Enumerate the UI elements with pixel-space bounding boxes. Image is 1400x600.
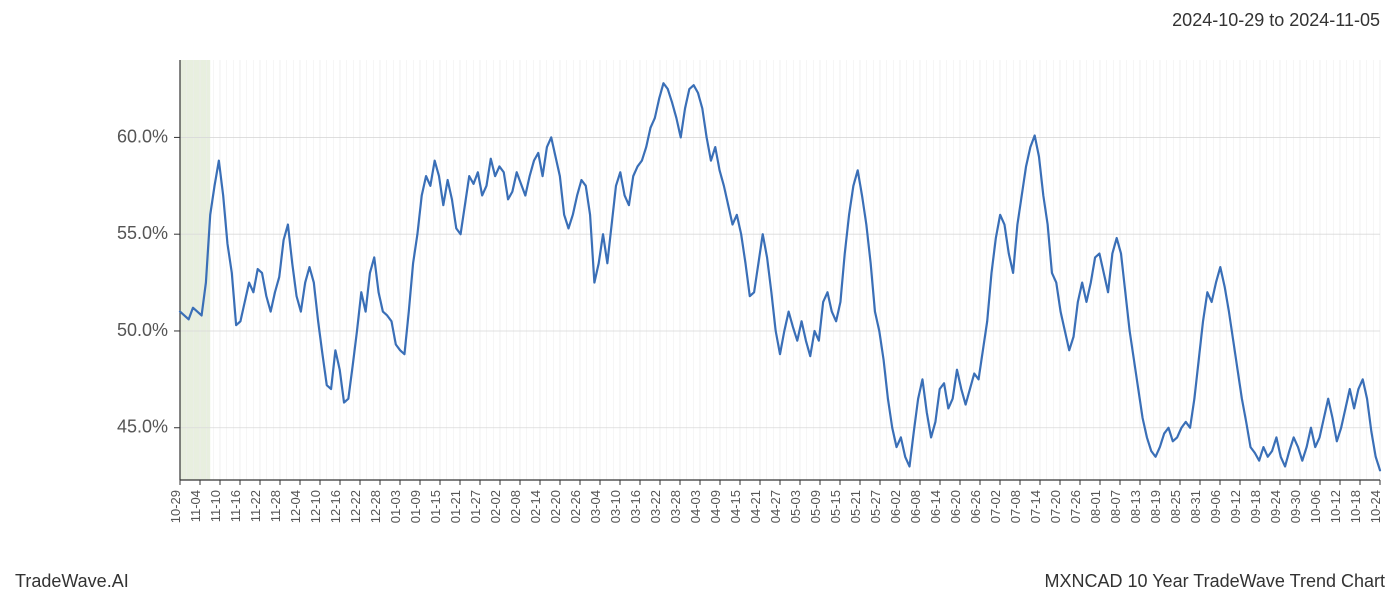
svg-text:07-08: 07-08	[1008, 490, 1023, 523]
svg-text:08-13: 08-13	[1128, 490, 1143, 523]
svg-text:06-20: 06-20	[948, 490, 963, 523]
svg-text:12-16: 12-16	[328, 490, 343, 523]
svg-text:03-22: 03-22	[648, 490, 663, 523]
svg-text:45.0%: 45.0%	[117, 417, 168, 437]
svg-text:10-18: 10-18	[1348, 490, 1363, 523]
date-range-label: 2024-10-29 to 2024-11-05	[1172, 10, 1380, 31]
svg-text:11-10: 11-10	[208, 490, 223, 522]
svg-text:06-02: 06-02	[888, 490, 903, 523]
brand-label: TradeWave.AI	[15, 571, 129, 592]
svg-text:02-08: 02-08	[508, 490, 523, 523]
svg-text:12-10: 12-10	[308, 490, 323, 523]
svg-text:01-09: 01-09	[408, 490, 423, 523]
svg-text:05-21: 05-21	[848, 490, 863, 523]
svg-text:03-10: 03-10	[608, 490, 623, 523]
svg-text:08-01: 08-01	[1088, 490, 1103, 523]
svg-text:09-24: 09-24	[1268, 490, 1283, 523]
svg-text:05-09: 05-09	[808, 490, 823, 523]
svg-text:01-15: 01-15	[428, 490, 443, 523]
svg-text:07-20: 07-20	[1048, 490, 1063, 523]
svg-text:06-08: 06-08	[908, 490, 923, 523]
svg-text:10-06: 10-06	[1308, 490, 1323, 523]
svg-text:04-09: 04-09	[708, 490, 723, 523]
svg-text:10-24: 10-24	[1368, 490, 1383, 523]
svg-text:11-22: 11-22	[248, 490, 263, 522]
svg-text:01-03: 01-03	[388, 490, 403, 523]
svg-text:10-29: 10-29	[168, 490, 183, 523]
svg-text:05-03: 05-03	[788, 490, 803, 523]
svg-text:02-20: 02-20	[548, 490, 563, 523]
trend-chart: 45.0% 50.0% 55.0% 60.0% 10-29 11-04 11-10 11-16…	[0, 50, 1400, 550]
svg-text:04-15: 04-15	[728, 490, 743, 523]
svg-text:07-14: 07-14	[1028, 490, 1043, 523]
svg-text:01-21: 01-21	[448, 490, 463, 523]
svg-text:09-12: 09-12	[1228, 490, 1243, 523]
chart-title-label: MXNCAD 10 Year TradeWave Trend Chart	[1045, 571, 1386, 592]
svg-text:04-27: 04-27	[768, 490, 783, 523]
svg-text:12-04: 12-04	[288, 490, 303, 523]
svg-text:12-28: 12-28	[368, 490, 383, 523]
svg-text:08-25: 08-25	[1168, 490, 1183, 523]
svg-text:02-26: 02-26	[568, 490, 583, 523]
svg-text:03-04: 03-04	[588, 490, 603, 523]
svg-text:08-31: 08-31	[1188, 490, 1203, 523]
svg-text:08-19: 08-19	[1148, 490, 1163, 523]
svg-text:01-27: 01-27	[468, 490, 483, 523]
svg-text:60.0%: 60.0%	[117, 126, 168, 146]
svg-text:11-28: 11-28	[268, 490, 283, 522]
svg-text:50.0%: 50.0%	[117, 320, 168, 340]
svg-text:11-16: 11-16	[228, 490, 243, 522]
svg-text:09-18: 09-18	[1248, 490, 1263, 523]
svg-text:09-06: 09-06	[1208, 490, 1223, 523]
svg-text:08-07: 08-07	[1108, 490, 1123, 523]
svg-text:12-22: 12-22	[348, 490, 363, 523]
svg-text:55.0%: 55.0%	[117, 223, 168, 243]
svg-text:07-02: 07-02	[988, 490, 1003, 523]
footer: TradeWave.AI MXNCAD 10 Year TradeWave Tr…	[0, 571, 1400, 592]
svg-text:07-26: 07-26	[1068, 490, 1083, 523]
svg-text:02-02: 02-02	[488, 490, 503, 523]
svg-text:09-30: 09-30	[1288, 490, 1303, 523]
svg-text:10-12: 10-12	[1328, 490, 1343, 523]
svg-text:06-14: 06-14	[928, 490, 943, 523]
svg-text:02-14: 02-14	[528, 490, 543, 523]
svg-text:06-26: 06-26	[968, 490, 983, 523]
svg-text:03-16: 03-16	[628, 490, 643, 523]
svg-text:05-15: 05-15	[828, 490, 843, 523]
svg-text:05-27: 05-27	[868, 490, 883, 523]
svg-text:11-04: 11-04	[188, 490, 203, 522]
svg-text:03-28: 03-28	[668, 490, 683, 523]
svg-text:04-03: 04-03	[688, 490, 703, 523]
svg-text:04-21: 04-21	[748, 490, 763, 523]
